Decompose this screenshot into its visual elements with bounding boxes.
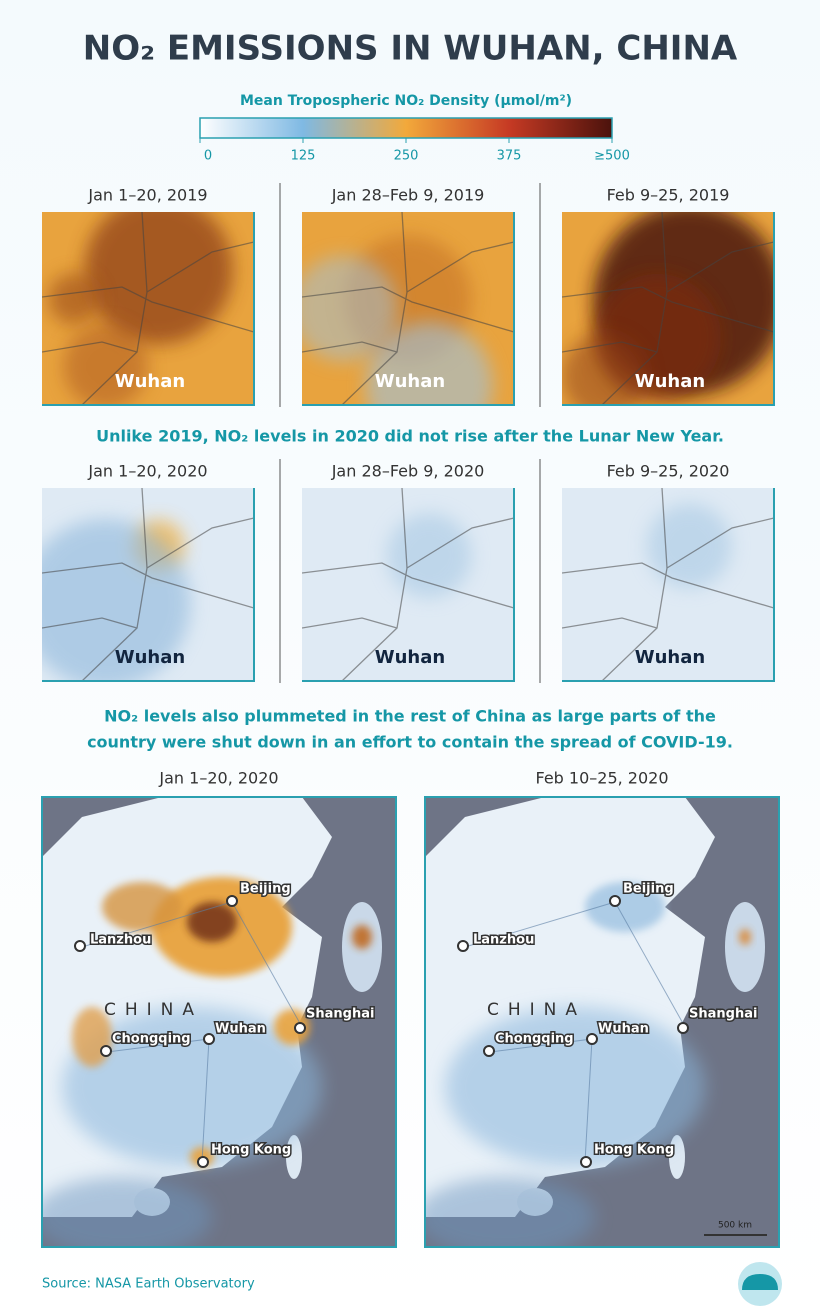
roads: [302, 212, 514, 405]
country-label: CHINA: [104, 1000, 203, 1020]
city-label: Chongqing: [112, 1032, 191, 1047]
panel-map: [562, 212, 774, 405]
korea: [725, 902, 765, 992]
panel-map: [42, 212, 254, 405]
haze: [42, 1177, 212, 1247]
panel-date: Jan 1–20, 2019: [87, 186, 207, 205]
map-date: Feb 10–25, 2020: [535, 769, 668, 788]
city-label: Shanghai: [306, 1007, 374, 1022]
haze: [425, 1177, 595, 1247]
country-label: CHINA: [487, 1000, 586, 1020]
city-label: Hong Kong: [211, 1143, 291, 1158]
caption: Unlike 2019, NO₂ levels in 2020 did not …: [96, 427, 724, 446]
density-blob: [562, 333, 647, 405]
city-label: Wuhan: [115, 371, 185, 392]
city-marker: [74, 940, 86, 952]
tick-label: 250: [394, 149, 419, 164]
city-marker: [586, 1033, 598, 1045]
panel-map: [302, 212, 514, 405]
map-border: [41, 796, 397, 1248]
density-blob: [42, 519, 191, 681]
caption: NO₂ levels also plummeted in the rest of…: [104, 707, 716, 726]
taiwan: [669, 1135, 685, 1179]
haze: [445, 1007, 705, 1167]
density-blob: [48, 273, 100, 325]
no2-hotspot: [274, 1009, 310, 1045]
city-marker: [100, 1045, 112, 1057]
city-label: Wuhan: [375, 647, 445, 668]
city-label: Beijing: [623, 882, 674, 897]
panel-date: Jan 28–Feb 9, 2019: [331, 186, 485, 205]
map-border: [424, 796, 780, 1248]
city-marker: [580, 1156, 592, 1168]
density-blob: [386, 513, 472, 598]
city-label: Wuhan: [598, 1022, 649, 1037]
city-label: Wuhan: [635, 647, 705, 668]
panel-date: Jan 1–20, 2020: [87, 462, 207, 481]
city-label: Shanghai: [689, 1007, 757, 1022]
city-label: Wuhan: [215, 1022, 266, 1037]
panel-border: [42, 212, 255, 406]
no2-hotspot: [102, 882, 182, 932]
density-blob: [84, 212, 233, 345]
caption: country were shut down in an effort to c…: [87, 733, 733, 752]
tick-label: 375: [497, 149, 522, 164]
city-marker: [294, 1022, 306, 1034]
panel-border: [42, 488, 255, 682]
city-label: Chongqing: [495, 1032, 574, 1047]
panel-map: [562, 488, 774, 681]
city-label: Wuhan: [115, 647, 185, 668]
tick-label: 0: [204, 149, 212, 164]
density-blob: [646, 503, 732, 589]
city-label: Beijing: [240, 882, 291, 897]
panel-map: [42, 488, 254, 681]
panel-border: [302, 212, 515, 406]
city-marker: [226, 895, 238, 907]
city-marker: [677, 1022, 689, 1034]
panel-border: [562, 212, 775, 406]
china-map: [42, 797, 396, 1247]
roads: [562, 488, 774, 681]
city-marker: [203, 1033, 215, 1045]
panel-date: Feb 9–25, 2019: [607, 186, 730, 205]
taiwan: [286, 1135, 302, 1179]
tick-label: 125: [291, 149, 316, 164]
city-marker: [457, 940, 469, 952]
density-blob: [63, 324, 148, 405]
no2-hotspot: [585, 882, 665, 932]
city-marker: [197, 1156, 209, 1168]
panel-border: [302, 488, 515, 682]
title: NO₂ EMISSIONS IN WUHAN, CHINA: [83, 29, 738, 69]
roads: [302, 488, 514, 681]
no2-hotspot: [739, 929, 751, 945]
city-label: Wuhan: [635, 371, 705, 392]
city-label: Lanzhou: [473, 933, 534, 948]
map-date: Jan 1–20, 2020: [158, 769, 278, 788]
density-blob: [302, 255, 398, 362]
panel-date: Jan 28–Feb 9, 2020: [331, 462, 485, 481]
haze: [62, 1007, 322, 1167]
city-label: Wuhan: [375, 371, 445, 392]
panel-map: [302, 488, 514, 681]
logo: [738, 1262, 782, 1306]
roads: [562, 212, 774, 405]
scale-label: 500 km: [718, 1221, 752, 1231]
panel-border: [562, 488, 775, 682]
roads: [42, 212, 254, 405]
density-blob: [365, 322, 493, 405]
source: Source: NASA Earth Observatory: [42, 1277, 255, 1292]
city-label: Hong Kong: [594, 1143, 674, 1158]
city-marker: [483, 1045, 495, 1057]
panel-date: Feb 9–25, 2020: [607, 462, 730, 481]
tick-label: ≥500: [594, 149, 630, 164]
legend-title: Mean Tropospheric NO₂ Density (μmol/m²): [240, 93, 572, 109]
city-marker: [609, 895, 621, 907]
color-bar: [199, 117, 613, 139]
roads: [42, 488, 254, 681]
china-map: [425, 797, 779, 1247]
no2-hotspot: [352, 925, 372, 949]
city-label: Lanzhou: [90, 933, 151, 948]
